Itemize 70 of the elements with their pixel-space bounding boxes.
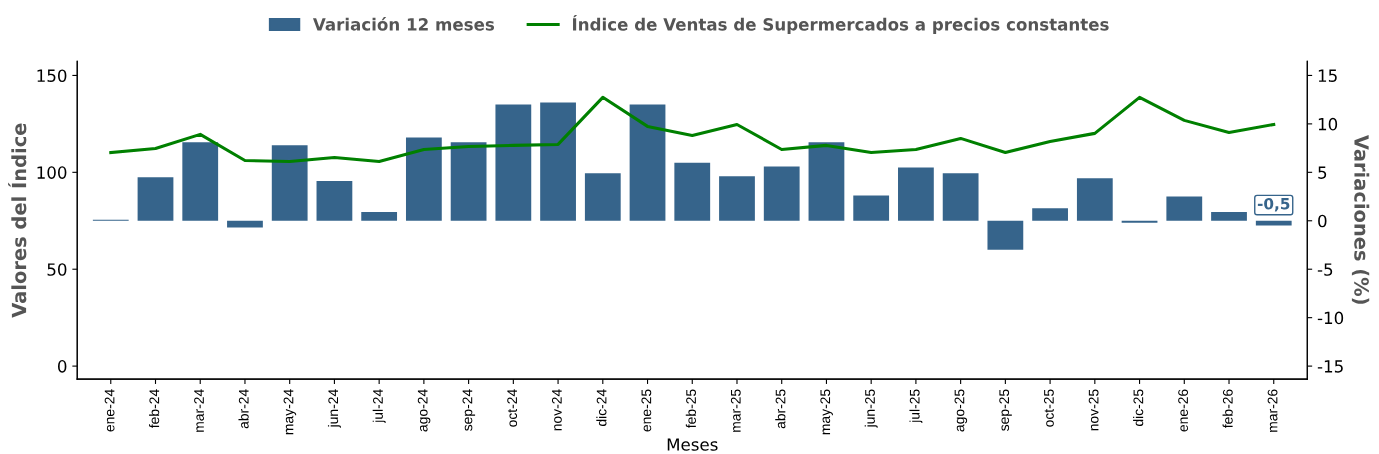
- bar: [182, 142, 219, 221]
- y2-axis-title: Variaciones (%): [1351, 134, 1370, 304]
- x-tick-label: ene-25: [641, 389, 652, 432]
- bar: [808, 142, 845, 221]
- x-tick-label: ene-26: [1178, 389, 1189, 432]
- y2-tick-label: 5: [1318, 166, 1327, 179]
- bar: [227, 220, 263, 228]
- x-tick-label: mar-24: [194, 389, 204, 432]
- bar: [719, 176, 755, 221]
- x-tick-label: may-25: [820, 389, 833, 435]
- x-tick-label: nov-24: [551, 389, 562, 431]
- y2-tick-label: 10: [1318, 117, 1338, 131]
- bar: [942, 173, 979, 221]
- bar: [853, 195, 890, 221]
- bar: [1076, 178, 1113, 221]
- bar: [987, 220, 1024, 250]
- x-tick-label: feb-24: [149, 389, 160, 428]
- legend-label: Variación 12 meses: [312, 17, 495, 31]
- line-series: [109, 95, 1276, 163]
- x-tick-label: ago-24: [417, 389, 431, 432]
- x-tick-label: jun-24: [327, 389, 341, 428]
- y-tick-label: 50: [47, 263, 67, 276]
- y2-tick-label: 15: [1318, 69, 1337, 82]
- x-tick-label: ene-24: [104, 389, 115, 432]
- bar: [316, 181, 353, 221]
- x-tick-label: jul-24: [372, 389, 386, 424]
- x-tick-label: mar-25: [730, 389, 741, 432]
- x-tick-label: oct-25: [1043, 389, 1054, 427]
- bar: [1032, 208, 1068, 221]
- x-tick-label: feb-25: [685, 389, 696, 428]
- bar: [271, 145, 308, 221]
- bar: [763, 166, 800, 221]
- data-label: -0,5: [1257, 197, 1290, 212]
- y2-tick-label: -10: [1317, 311, 1344, 325]
- y2-tick-label: -15: [1317, 360, 1343, 373]
- bar: [1166, 196, 1203, 221]
- x-tick-label: jun-25: [864, 389, 878, 428]
- bar: [361, 212, 398, 221]
- x-tick-label: mar-26: [1267, 389, 1278, 432]
- bar: [495, 104, 532, 221]
- bar: [629, 104, 666, 221]
- x-tick-label: oct-24: [507, 389, 518, 427]
- x-tick-label: sep-25: [999, 389, 1012, 431]
- bar: [137, 177, 174, 221]
- x-tick-label: ago-25: [954, 389, 968, 432]
- x-tick-label: abr-24: [238, 389, 249, 429]
- x-axis-title: Meses: [667, 438, 718, 451]
- x-tick-label: jul-25: [909, 389, 923, 424]
- x-tick-label: nov-25: [1088, 389, 1099, 431]
- bar: [450, 142, 487, 221]
- x-tick-label: dic-24: [596, 389, 607, 427]
- y2-tick-label: 0: [1318, 214, 1327, 228]
- x-tick-label: dic-25: [1133, 389, 1144, 427]
- x-tick-label: may-24: [283, 389, 297, 435]
- y-tick-label: 100: [37, 166, 67, 179]
- bar: [898, 167, 934, 221]
- y-tick-label: 0: [58, 360, 67, 373]
- bar: [540, 102, 576, 221]
- bar: [1211, 212, 1247, 221]
- x-tick-label: abr-25: [775, 389, 786, 429]
- bar: [405, 137, 442, 221]
- x-tick-label: feb-26: [1222, 389, 1233, 428]
- legend-label: Índice de Ventas de Supermercados a precios constantes: [573, 15, 1109, 34]
- y-axis-title: Valores del Índice: [8, 123, 27, 318]
- bar: [674, 162, 711, 221]
- bar: [1255, 220, 1292, 226]
- bar: [584, 173, 621, 221]
- x-tick-label: sep-24: [462, 389, 476, 431]
- y-tick-label: 150: [37, 69, 67, 82]
- y2-tick-label: -5: [1317, 263, 1333, 276]
